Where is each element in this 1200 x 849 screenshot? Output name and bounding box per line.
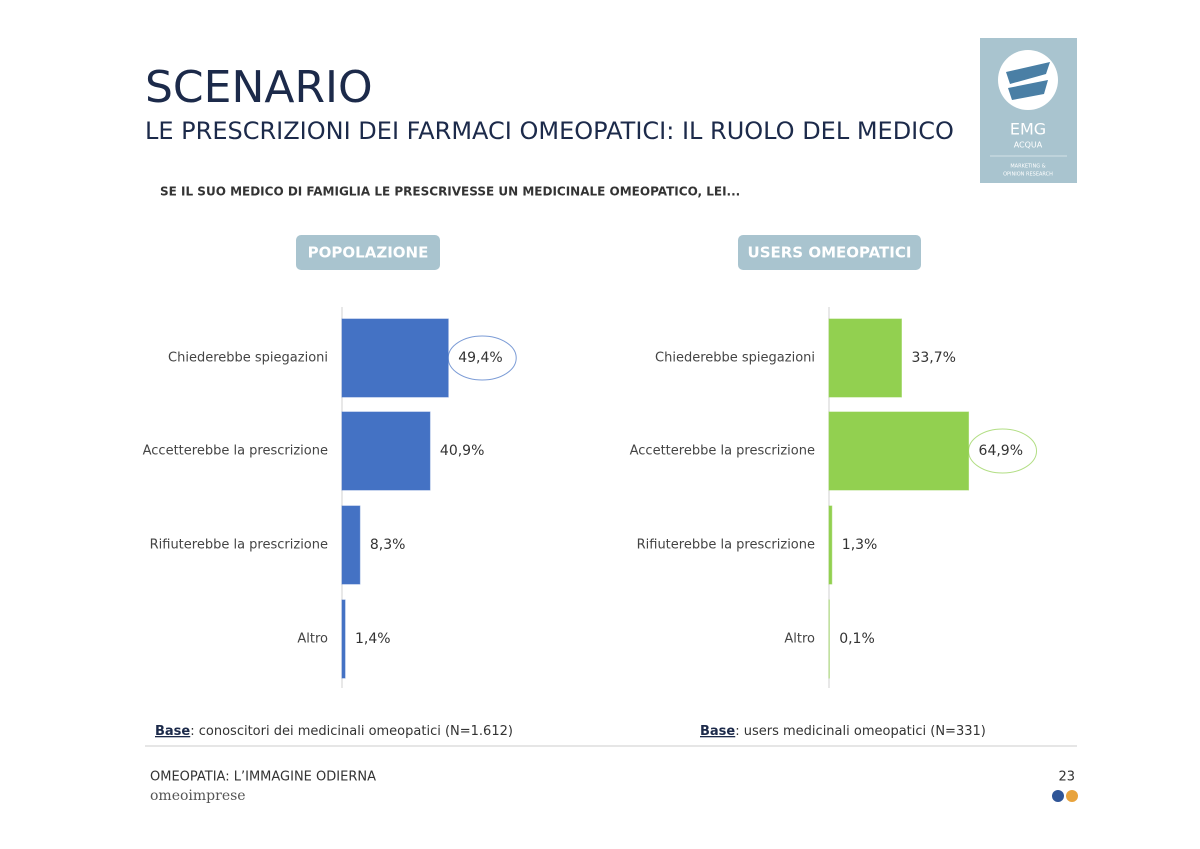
panel-label-box (296, 235, 440, 270)
footer-brand: omeoimprese (150, 788, 246, 804)
logo-tagline: OPINION RESEARCH (1003, 172, 1053, 178)
value-label: 40,9% (440, 443, 484, 459)
note-text: : conoscitori dei medicinali omeopatici … (190, 724, 513, 739)
bar (828, 318, 902, 398)
subtitle: LE PRESCRIZIONI DEI FARMACI OMEOPATICI: … (145, 117, 954, 145)
logo-sub: ACQUA (1014, 141, 1043, 150)
highlight-ring (968, 428, 1038, 474)
panel-label-box (738, 235, 921, 270)
note-label: Base (155, 724, 190, 739)
value-label: 33,7% (911, 350, 955, 366)
note: Base: conoscitori dei medicinali omeopat… (155, 724, 513, 739)
footer-icon (1066, 790, 1078, 802)
bar (828, 411, 970, 491)
panel-label: POPOLAZIONE (308, 244, 429, 262)
bar (341, 411, 431, 491)
note: Base: users medicinali omeopatici (N=331… (700, 724, 986, 739)
bar (341, 505, 361, 585)
logo-mark (1006, 62, 1050, 100)
logo-name: EMG (1010, 120, 1046, 139)
note-label: Base (700, 724, 735, 739)
panel-label: USERS OMEOPATICI (748, 244, 912, 262)
value-label: 64,9% (979, 443, 1023, 459)
bar (341, 318, 449, 398)
value-label: 8,3% (370, 537, 406, 553)
category-label: Chiederebbe spiegazioni (168, 351, 328, 366)
footer-title: OMEOPATIA: L’IMMAGINE ODIERNA (150, 770, 376, 785)
footer-icon (1052, 790, 1064, 802)
category-label: Chiederebbe spiegazioni (655, 351, 815, 366)
question: SE IL SUO MEDICO DI FAMIGLIA LE PRESCRIV… (160, 185, 740, 199)
value-label: 0,1% (839, 631, 875, 647)
category-label: Altro (784, 632, 815, 647)
highlight-ring (447, 335, 517, 381)
category-label: Accetterebbe la prescrizione (630, 444, 815, 459)
category-label: Rifiuterebbe la prescrizione (637, 538, 815, 553)
value-label: 49,4% (458, 350, 502, 366)
bar (828, 505, 833, 585)
logo: EMG ACQUA MARKETING & OPINION RESEARCH (980, 38, 1077, 183)
page-number: 23 (1058, 770, 1075, 785)
category-label: Accetterebbe la prescrizione (143, 444, 328, 459)
value-label: 1,4% (355, 631, 391, 647)
value-label: 1,3% (842, 537, 878, 553)
category-label: Altro (297, 632, 328, 647)
logo-circle (998, 50, 1058, 110)
logo-tagline: MARKETING & (1010, 164, 1045, 170)
note-text: : users medicinali omeopatici (N=331) (735, 724, 986, 739)
bar (341, 599, 346, 679)
title: SCENARIO (145, 62, 373, 113)
category-label: Rifiuterebbe la prescrizione (150, 538, 328, 553)
